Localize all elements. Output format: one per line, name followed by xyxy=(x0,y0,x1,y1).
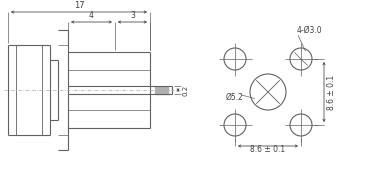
Text: Ø5.2: Ø5.2 xyxy=(226,93,244,102)
Text: 17: 17 xyxy=(74,1,84,10)
Text: 4: 4 xyxy=(89,11,94,20)
Text: 3: 3 xyxy=(130,11,135,20)
Text: 4-Ø3.0: 4-Ø3.0 xyxy=(297,26,323,35)
Text: 0.2: 0.2 xyxy=(183,84,189,96)
Text: 8.6 ± 0.1: 8.6 ± 0.1 xyxy=(250,145,286,154)
Text: 8.6 ± 0.1: 8.6 ± 0.1 xyxy=(327,75,336,110)
